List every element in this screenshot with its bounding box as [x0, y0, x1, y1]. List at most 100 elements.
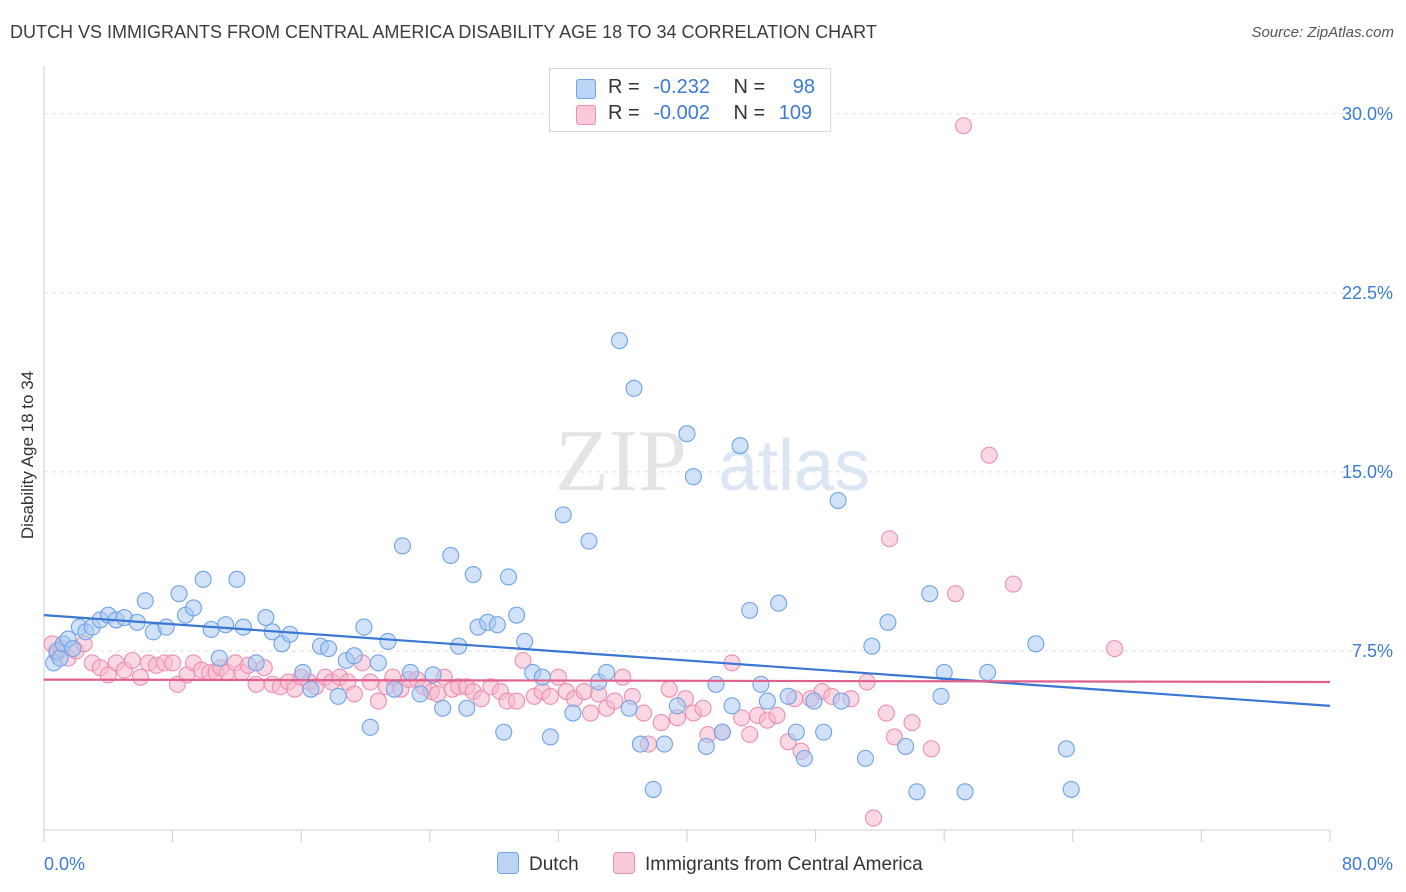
x-tick-label: 0.0%: [44, 854, 85, 874]
data-point: [956, 783, 974, 801]
axes: [43, 66, 1331, 842]
data-point: [424, 666, 442, 684]
legend: R = -0.232 N = 98 R = -0.002 N = 109: [549, 68, 831, 132]
tick-labels: 7.5% 15.0% 22.5% 30.0% 0.0% 80.0%: [44, 104, 1393, 874]
data-point: [980, 446, 998, 464]
legend-n-value: 109: [778, 102, 813, 124]
data-point: [401, 663, 420, 681]
data-point: [614, 668, 632, 686]
data-point: [787, 723, 805, 741]
data-point: [815, 723, 833, 741]
y-tick-label: 30.0%: [1342, 104, 1393, 124]
data-point: [495, 723, 513, 741]
data-point: [164, 654, 182, 672]
grid-lines: [44, 113, 1366, 652]
series-dutch: [45, 332, 1080, 801]
data-point: [294, 663, 312, 681]
data-point: [752, 675, 770, 693]
chart-title: DUTCH VS IMMIGRANTS FROM CENTRAL AMERICA…: [10, 22, 877, 42]
data-point: [210, 649, 228, 667]
data-point: [606, 692, 624, 710]
data-point: [434, 699, 452, 717]
data-point: [932, 687, 950, 705]
bottom-legend-swatch-dutch: [497, 852, 519, 874]
data-point: [464, 566, 482, 584]
data-point: [411, 685, 429, 703]
bottom-legend-label-immigrants: Immigrants from Central America: [645, 854, 923, 875]
data-point: [442, 546, 460, 565]
data-point: [575, 682, 593, 701]
data-point: [1057, 740, 1075, 758]
data-point: [856, 749, 874, 767]
legend-n-label: N =: [733, 102, 766, 124]
y-axis-label: Disability Age 18 to 34: [18, 370, 37, 540]
trend-line: [43, 614, 1331, 707]
data-point: [758, 692, 776, 710]
data-point: [1027, 635, 1045, 653]
legend-swatch-dutch: [576, 79, 596, 99]
data-point: [472, 690, 490, 708]
data-point: [652, 714, 670, 732]
data-point: [897, 737, 915, 755]
data-point: [541, 728, 559, 746]
data-point: [741, 601, 759, 619]
data-point: [508, 606, 526, 624]
data-point: [598, 663, 616, 681]
data-point: [131, 668, 149, 686]
trend-lines: [43, 614, 1331, 707]
x-tick-label: 80.0%: [1342, 854, 1393, 874]
bottom-legend-swatch-immigrants: [613, 852, 635, 874]
watermark: ZIP atlas: [555, 413, 870, 510]
data-point: [157, 618, 175, 636]
data-point: [660, 680, 678, 698]
data-point: [631, 735, 649, 753]
y-tick-label: 22.5%: [1342, 283, 1393, 303]
data-point: [123, 651, 141, 670]
legend-r-label: R =: [608, 76, 640, 98]
data-point: [488, 616, 506, 634]
data-point: [564, 704, 582, 722]
data-point: [541, 687, 559, 705]
data-point: [625, 379, 643, 397]
data-point: [281, 625, 299, 643]
y-tick-label: 7.5%: [1352, 641, 1393, 661]
bottom-legend-label-dutch: Dutch: [529, 854, 579, 875]
legend-r-value: -0.002: [653, 102, 710, 124]
data-point: [795, 749, 813, 767]
data-point: [684, 468, 702, 486]
legend-n-value: 98: [792, 76, 816, 98]
data-point: [713, 723, 731, 741]
data-point: [1062, 780, 1080, 798]
data-point: [202, 620, 220, 639]
data-point: [234, 618, 252, 636]
data-point: [635, 704, 653, 722]
data-point: [302, 680, 320, 698]
data-point: [194, 570, 212, 588]
data-point: [355, 618, 373, 636]
data-point: [644, 780, 662, 798]
data-point: [731, 437, 749, 455]
data-point: [345, 647, 363, 665]
data-point: [379, 632, 397, 650]
data-point: [329, 687, 347, 705]
data-point: [829, 492, 847, 510]
data-point: [864, 809, 883, 827]
data-point: [668, 697, 686, 715]
data-point: [516, 632, 534, 650]
data-point: [393, 537, 412, 555]
data-point: [879, 613, 897, 631]
legend-n-label: N =: [733, 76, 766, 98]
bottom-legend-immigrants: Immigrants from Central America: [613, 852, 923, 876]
data-point: [908, 783, 926, 801]
data-point: [880, 530, 899, 548]
data-point: [247, 654, 265, 672]
data-point: [361, 718, 379, 736]
chart-source: Source: ZipAtlas.com: [1251, 24, 1394, 41]
data-point: [581, 704, 600, 722]
data-point: [549, 668, 567, 686]
data-point: [697, 737, 715, 755]
data-point: [64, 640, 82, 658]
bottom-legend-dutch: Dutch: [497, 852, 579, 876]
data-point: [369, 692, 387, 710]
data-point: [723, 697, 741, 715]
